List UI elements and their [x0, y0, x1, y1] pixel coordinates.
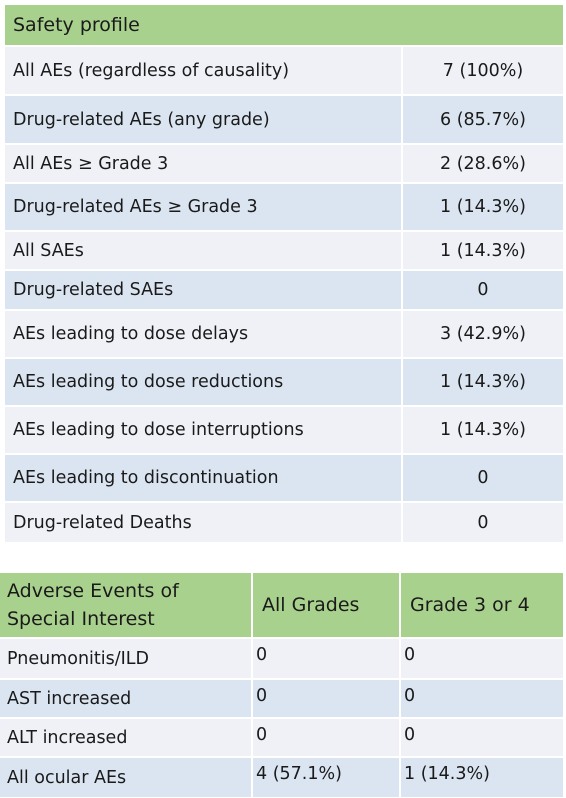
header-event-column: Adverse Events of Special Interest [0, 573, 252, 638]
event-name: Pneumonitis/ILD [0, 637, 252, 679]
table-row: AEs leading to discontinuation 0 [5, 453, 563, 502]
grade-3-4-value: 0 [399, 678, 563, 718]
header-all-grades: All Grades [251, 573, 400, 638]
row-label: AEs leading to discontinuation [5, 453, 403, 502]
all-grades-value: 4 (57.1%) [251, 756, 400, 797]
safety-profile-table: Safety profile All AEs (regardless of ca… [5, 5, 563, 542]
row-label: All AEs ≥ Grade 3 [5, 143, 403, 183]
table-row: All AEs ≥ Grade 3 2 (28.6%) [5, 143, 563, 183]
row-value: 2 (28.6%) [402, 143, 563, 183]
safety-profile-header: Safety profile [5, 5, 563, 46]
table-row: Drug-related SAEs 0 [5, 269, 563, 310]
grade-3-4-value: 0 [399, 637, 563, 679]
all-grades-value: 0 [251, 717, 400, 757]
grade-3-4-value: 0 [399, 717, 563, 757]
row-label: All AEs (regardless of causality) [5, 45, 403, 95]
table-row: All SAEs 1 (14.3%) [5, 230, 563, 270]
all-grades-value: 0 [251, 637, 400, 679]
safety-profile-title: Safety profile [5, 5, 563, 46]
row-label: Drug-related SAEs [5, 269, 403, 310]
row-value: 1 (14.3%) [402, 182, 563, 231]
table-row: Pneumonitis/ILD 0 0 [0, 637, 563, 679]
row-value: 1 (14.3%) [402, 230, 563, 270]
row-label: Drug-related Deaths [5, 501, 403, 542]
row-label: Drug-related AEs ≥ Grade 3 [5, 182, 403, 231]
header-event-line1: Adverse Events of [7, 580, 179, 602]
row-value: 1 (14.3%) [402, 405, 563, 454]
table-row: AEs leading to dose interruptions 1 (14.… [5, 405, 563, 454]
table-row: AST increased 0 0 [0, 678, 563, 718]
table-row: All AEs (regardless of causality) 7 (100… [5, 45, 563, 95]
row-value: 0 [402, 269, 563, 310]
special-interest-table: Adverse Events of Special Interest All Gr… [0, 573, 563, 797]
row-value: 7 (100%) [402, 45, 563, 95]
row-value: 1 (14.3%) [402, 357, 563, 406]
table-row: AEs leading to dose reductions 1 (14.3%) [5, 357, 563, 406]
table-row: Drug-related AEs ≥ Grade 3 1 (14.3%) [5, 182, 563, 231]
row-value: 0 [402, 501, 563, 542]
table-row: AEs leading to dose delays 3 (42.9%) [5, 309, 563, 358]
event-name: AST increased [0, 678, 252, 718]
row-value: 6 (85.7%) [402, 94, 563, 144]
event-name: ALT increased [0, 717, 252, 757]
special-interest-header: Adverse Events of Special Interest All Gr… [0, 573, 563, 638]
table-row: Drug-related Deaths 0 [5, 501, 563, 542]
row-label: Drug-related AEs (any grade) [5, 94, 403, 144]
grade-3-4-value: 1 (14.3%) [399, 756, 563, 797]
header-event-line2: Special Interest [7, 608, 155, 630]
row-value: 0 [402, 453, 563, 502]
table-row: Drug-related AEs (any grade) 6 (85.7%) [5, 94, 563, 144]
table-row: All ocular AEs 4 (57.1%) 1 (14.3%) [0, 756, 563, 797]
row-label: AEs leading to dose reductions [5, 357, 403, 406]
row-label: AEs leading to dose delays [5, 309, 403, 358]
table-row: ALT increased 0 0 [0, 717, 563, 757]
row-label: All SAEs [5, 230, 403, 270]
row-value: 3 (42.9%) [402, 309, 563, 358]
event-name: All ocular AEs [0, 756, 252, 797]
header-grade-3-4: Grade 3 or 4 [399, 573, 563, 638]
row-label: AEs leading to dose interruptions [5, 405, 403, 454]
all-grades-value: 0 [251, 678, 400, 718]
